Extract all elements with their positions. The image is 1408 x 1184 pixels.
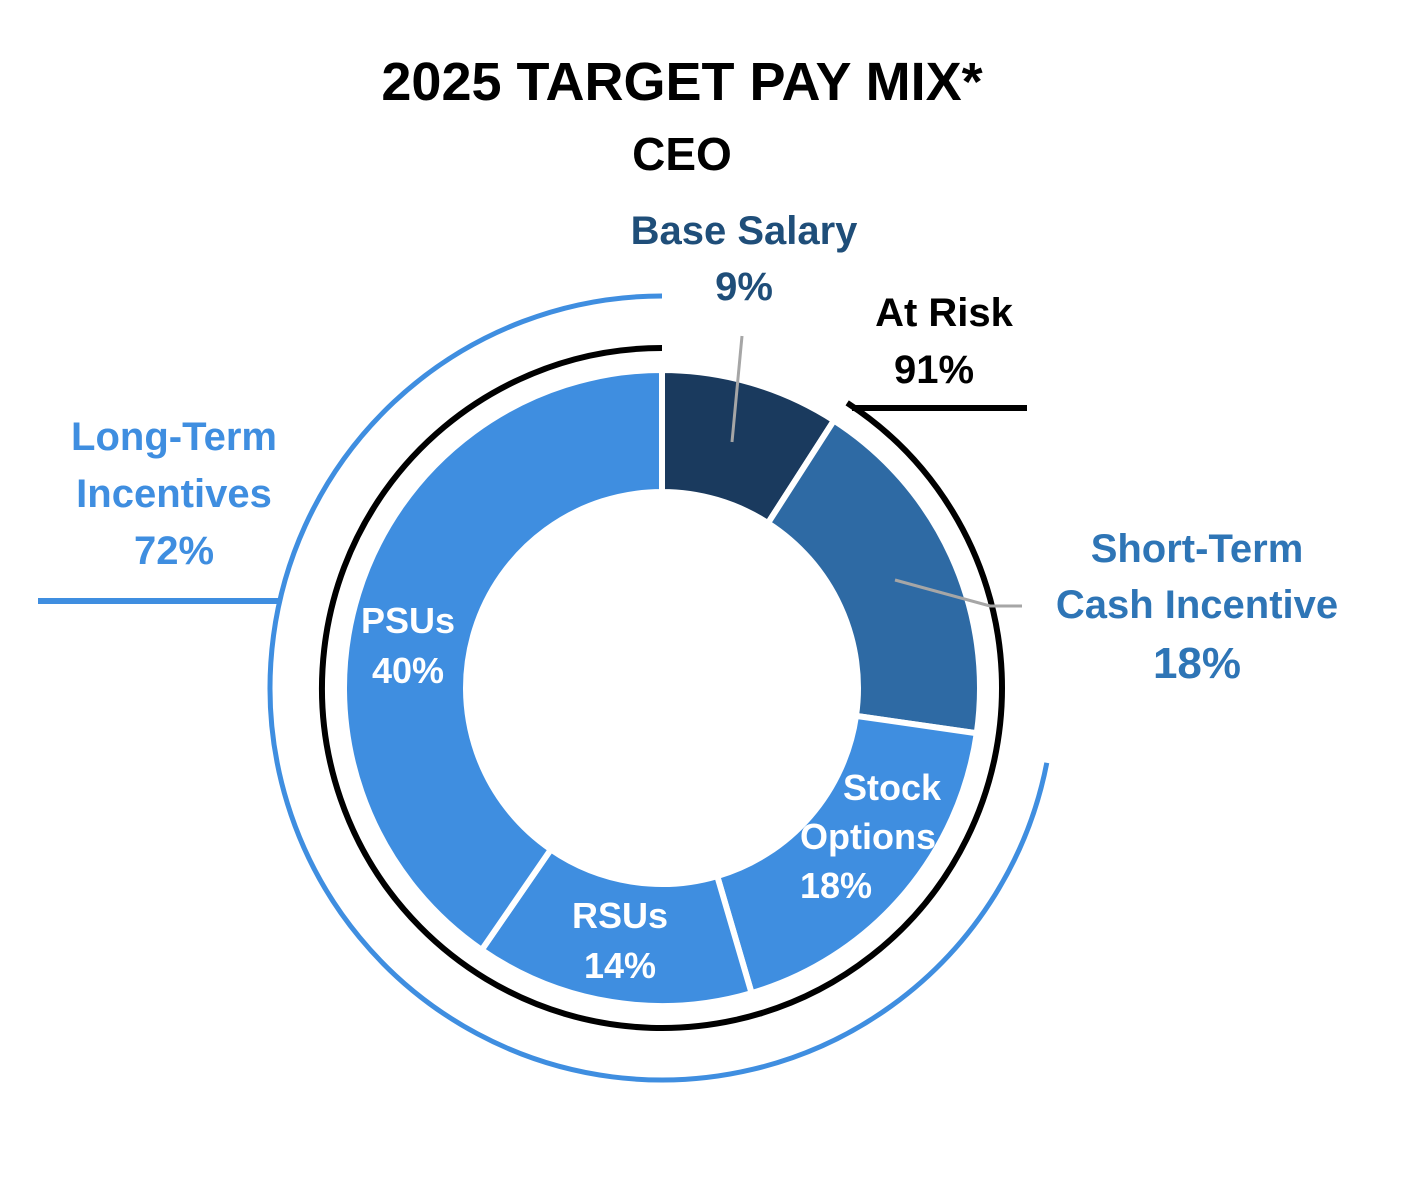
long-term-incentives-label: Long-Term Incentives 72% — [71, 415, 277, 573]
stock-options-label: Stock Options 18% — [800, 767, 942, 906]
rsus-name: RSUs — [572, 895, 668, 936]
base-salary-name: Base Salary — [631, 209, 859, 253]
stock-options-value: 18% — [800, 865, 872, 906]
at-risk-label: At Risk 91% — [875, 291, 1014, 392]
donut-slices — [341, 366, 983, 1009]
at-risk-name: At Risk — [875, 291, 1014, 335]
slice-short-term-cash-incentive — [763, 416, 983, 737]
psus-label: PSUs 40% — [361, 600, 455, 691]
stock-options-name-line2: Options — [800, 816, 936, 857]
rsus-value: 14% — [584, 945, 656, 986]
chart-title: 2025 TARGET PAY MIX* — [381, 52, 982, 112]
chart-subtitle: CEO — [632, 128, 732, 180]
psus-name: PSUs — [361, 600, 455, 641]
base-salary-value: 9% — [715, 265, 773, 309]
slice-psus — [341, 366, 665, 955]
at-risk-value: 91% — [894, 348, 974, 392]
base-salary-leader-line — [730, 335, 744, 443]
stock-options-name-line1: Stock — [843, 767, 942, 808]
short-term-incentive-label: Short-Term Cash Incentive 18% — [1056, 527, 1338, 688]
long-term-incentives-name-line1: Long-Term — [71, 415, 277, 459]
slice-rsus — [477, 845, 756, 1009]
long-term-incentives-value: 72% — [134, 529, 214, 573]
short-term-incentive-name-line1: Short-Term — [1091, 527, 1304, 571]
long-term-incentives-arc — [267, 293, 1050, 1083]
short-term-incentive-leader-line — [894, 578, 1022, 608]
at-risk-arc — [319, 345, 1005, 1031]
base-salary-label: Base Salary 9% — [631, 209, 859, 309]
short-term-incentive-value: 18% — [1153, 639, 1241, 688]
short-term-incentive-name-line2: Cash Incentive — [1056, 583, 1338, 627]
psus-value: 40% — [372, 650, 444, 691]
slice-stock-options — [713, 712, 981, 997]
long-term-incentives-name-line2: Incentives — [76, 472, 272, 516]
rsus-label: RSUs 14% — [572, 895, 668, 986]
